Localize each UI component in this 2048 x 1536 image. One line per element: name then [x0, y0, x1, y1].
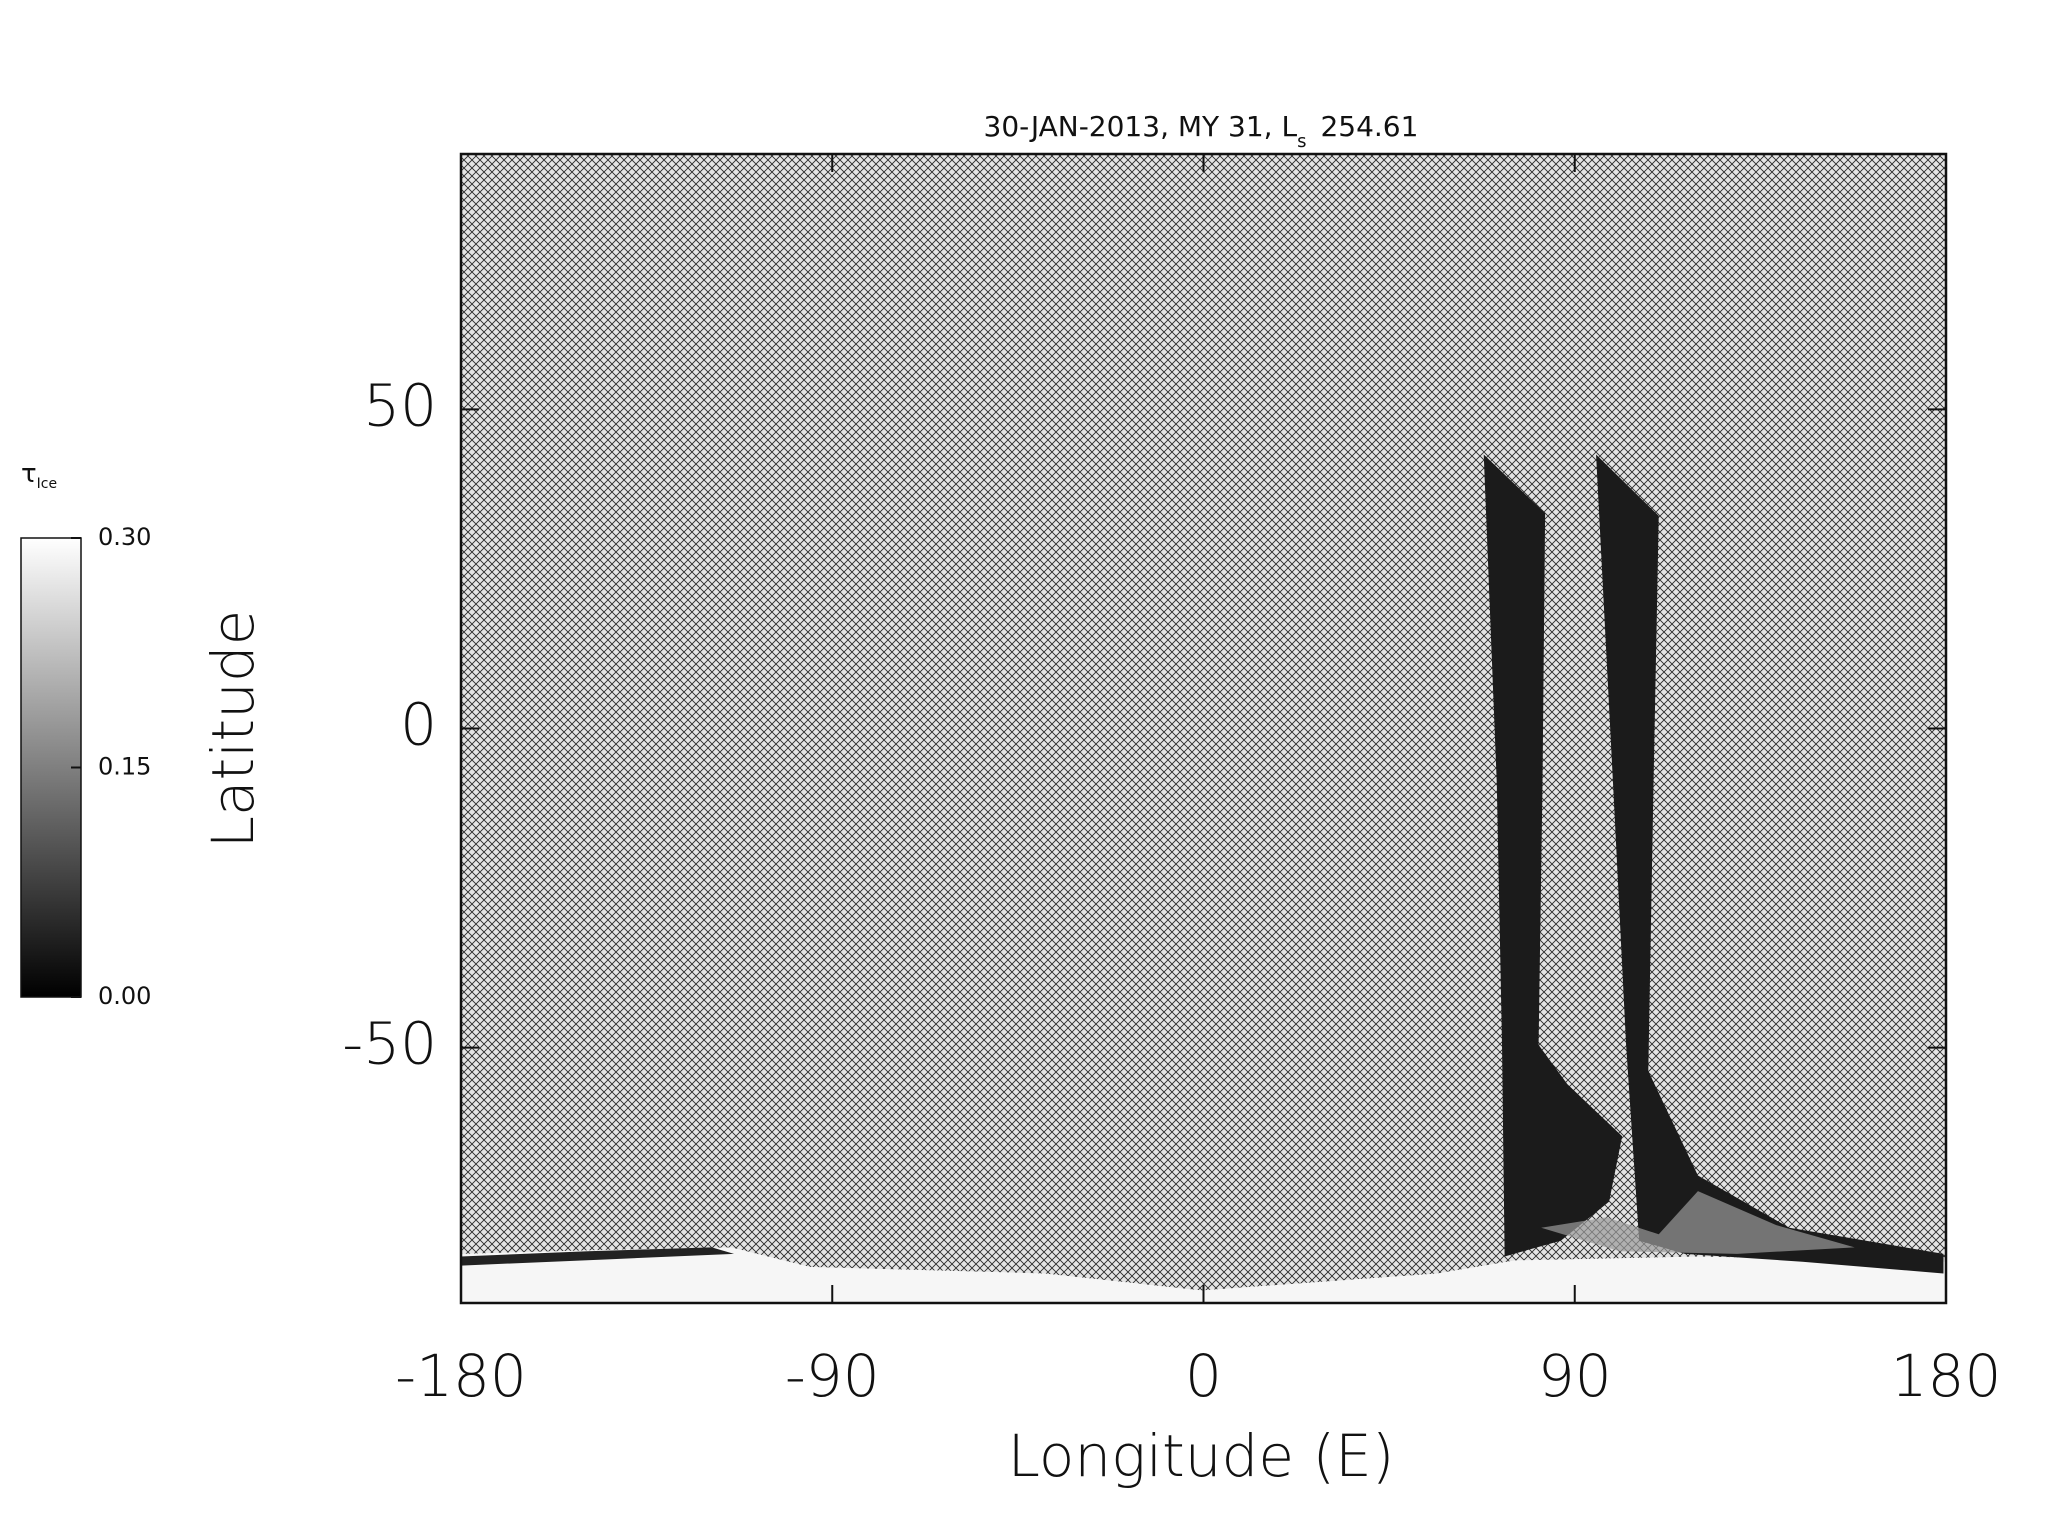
swath [1483, 454, 1623, 1257]
y-tick-label: 50 [363, 371, 437, 439]
plot-area [459, 152, 1948, 1305]
y-tick-label: -50 [342, 1010, 437, 1078]
swath [1541, 1191, 1855, 1254]
no-data-hatch [461, 154, 1946, 1303]
x-axis-label: Longitude (E) [1008, 1422, 1395, 1490]
colorbar-tick-label: 0.15 [98, 753, 151, 781]
colorbar-label: τIce [21, 459, 57, 493]
y-tick-label: 0 [400, 691, 437, 759]
x-tick-label: -90 [785, 1342, 880, 1410]
title-suffix: 254.61 [1320, 110, 1418, 143]
colorbar-subscript: Ice [37, 476, 57, 492]
chart-title: 30-JAN-2013, MY 31, Ls 254.61 [984, 110, 1419, 152]
swath [1596, 454, 1944, 1274]
y-axis-label: Latitude [199, 610, 267, 849]
title-text: 30-JAN-2013, MY 31, L [984, 110, 1298, 143]
colorbar-symbol: τ [21, 459, 37, 489]
swath [461, 1247, 735, 1266]
x-tick-label: 0 [1185, 1342, 1222, 1410]
colorbar-tick-label: 0.00 [98, 982, 151, 1010]
x-tick-label: -180 [395, 1342, 527, 1410]
x-tick-label: 180 [1891, 1342, 2002, 1410]
colorbar-tick-label: 0.30 [98, 523, 151, 551]
x-tick-label: 90 [1538, 1342, 1612, 1410]
title-subscript: s [1297, 131, 1306, 152]
